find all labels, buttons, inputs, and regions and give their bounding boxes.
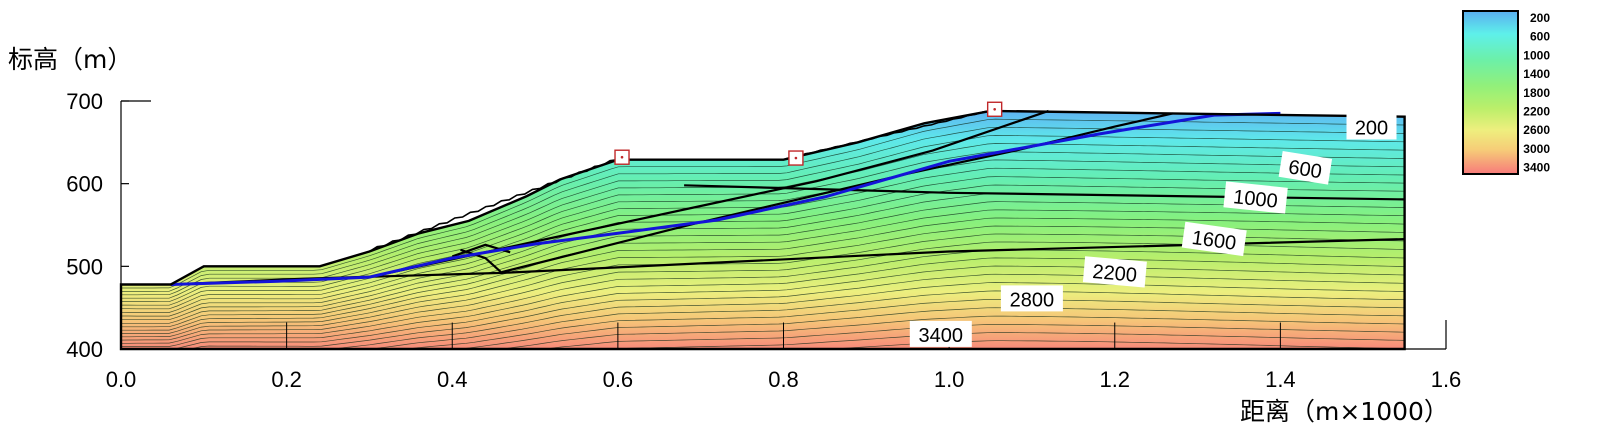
colorbar-label: 1800 [1523,86,1550,100]
colorbar-label: 1000 [1523,48,1550,62]
contour-label-box [909,320,972,347]
x-axis-title: 距离（m×1000） [1240,397,1449,426]
contour-line [121,159,1405,306]
contour-line [121,118,1405,289]
contour-line [121,373,1405,396]
x-tick-label: 1.6 [1431,367,1462,392]
contour-line [121,340,1405,350]
contour-line [121,332,1405,350]
contour-label-box [1278,151,1333,185]
contour-label: 200 [1346,113,1397,140]
contour-label: 3400 [909,320,972,347]
contour-label-text: 2800 [1010,289,1055,311]
contour-label: 2200 [1082,256,1147,288]
contour-line [121,381,1405,399]
colorbar-label: 2200 [1523,105,1550,119]
contour-label-box [1082,256,1147,288]
colorbar-legend: 200 600 1000 1400 1800 2200 2600 3000 3400 [1462,10,1550,175]
contour-label-text: 3400 [919,325,964,347]
contour-line [121,290,1405,350]
contour-line [121,126,1405,292]
contour-line [121,135,1405,296]
monitoring-markers [614,101,1003,166]
x-tick-label: 0.8 [768,367,799,392]
contour-label-box [1346,113,1397,140]
colorbar-label: 600 [1530,30,1550,44]
slip-surface-line [170,111,1281,286]
contour-line [121,307,1405,350]
x-tick-label: 1.4 [1265,367,1296,392]
marker-dot [794,156,798,160]
contour-line [121,357,1405,389]
contour-line [121,249,1405,344]
ground-surface-outline [119,109,1406,351]
contour-line [121,151,1405,303]
contour-label-text: 2200 [1092,261,1138,287]
contour-line [121,217,1405,331]
contour-label-box [1000,285,1063,312]
contour-line [121,265,1405,350]
x-tick-label: 0.4 [437,367,468,392]
colorbar-label: 3400 [1523,161,1550,175]
contour-line [121,184,1405,317]
x-tick-labels: 0.0 0.2 0.4 0.6 0.8 1.0 1.2 1.4 1.6 [106,367,1462,392]
x-tick-label: 0.6 [603,367,634,392]
y-tick-label: 600 [66,172,103,197]
contour-line [121,298,1405,350]
contour-line [121,390,1405,403]
marker-dot [620,155,624,159]
x-tick-label: 0.2 [271,367,302,392]
geologic-line [501,112,1173,274]
contour-line [121,324,1405,350]
colorbar-label: 3000 [1523,142,1550,156]
contour-label-text: 600 [1287,156,1323,183]
geologic-line [460,248,503,274]
y-tick-label: 700 [66,89,103,114]
x-tick-label: 1.2 [1099,367,1130,392]
colorbar-swatch [1462,10,1519,175]
ground-fill [121,110,1405,350]
y-axis-title: 标高（m） [8,45,132,74]
y-tick-labels: 700 600 500 400 [66,89,129,362]
contour-line [121,176,1405,313]
contour-line [121,315,1405,350]
contour-line [121,257,1405,347]
contour-label-box [1223,181,1288,214]
contour-label: 1000 [1223,181,1288,214]
contour-label-text: 200 [1355,118,1388,140]
x-tick-label: 0.0 [106,367,137,392]
contour-line [121,365,1405,392]
y-tick-label: 500 [66,254,103,279]
y-tick-label: 400 [66,337,103,362]
contour-line [121,348,1405,350]
contour-line [121,209,1405,328]
contour-label-box [1181,221,1247,257]
colorbar-labels: 200 600 1000 1400 1800 2200 2600 3000 3400 [1523,11,1550,175]
colorbar-label: 1400 [1523,67,1550,81]
contour-line [121,273,1405,350]
marker-dot [993,107,996,111]
colorbar-label: 2600 [1523,123,1550,137]
contour-label-text: 1000 [1232,186,1279,213]
colorbar-label: 200 [1530,11,1550,25]
contour-label: 600 [1278,151,1333,185]
x-tick-label: 1.0 [934,367,965,392]
contour-line [121,201,1405,324]
contour-label: 2800 [1000,285,1063,312]
